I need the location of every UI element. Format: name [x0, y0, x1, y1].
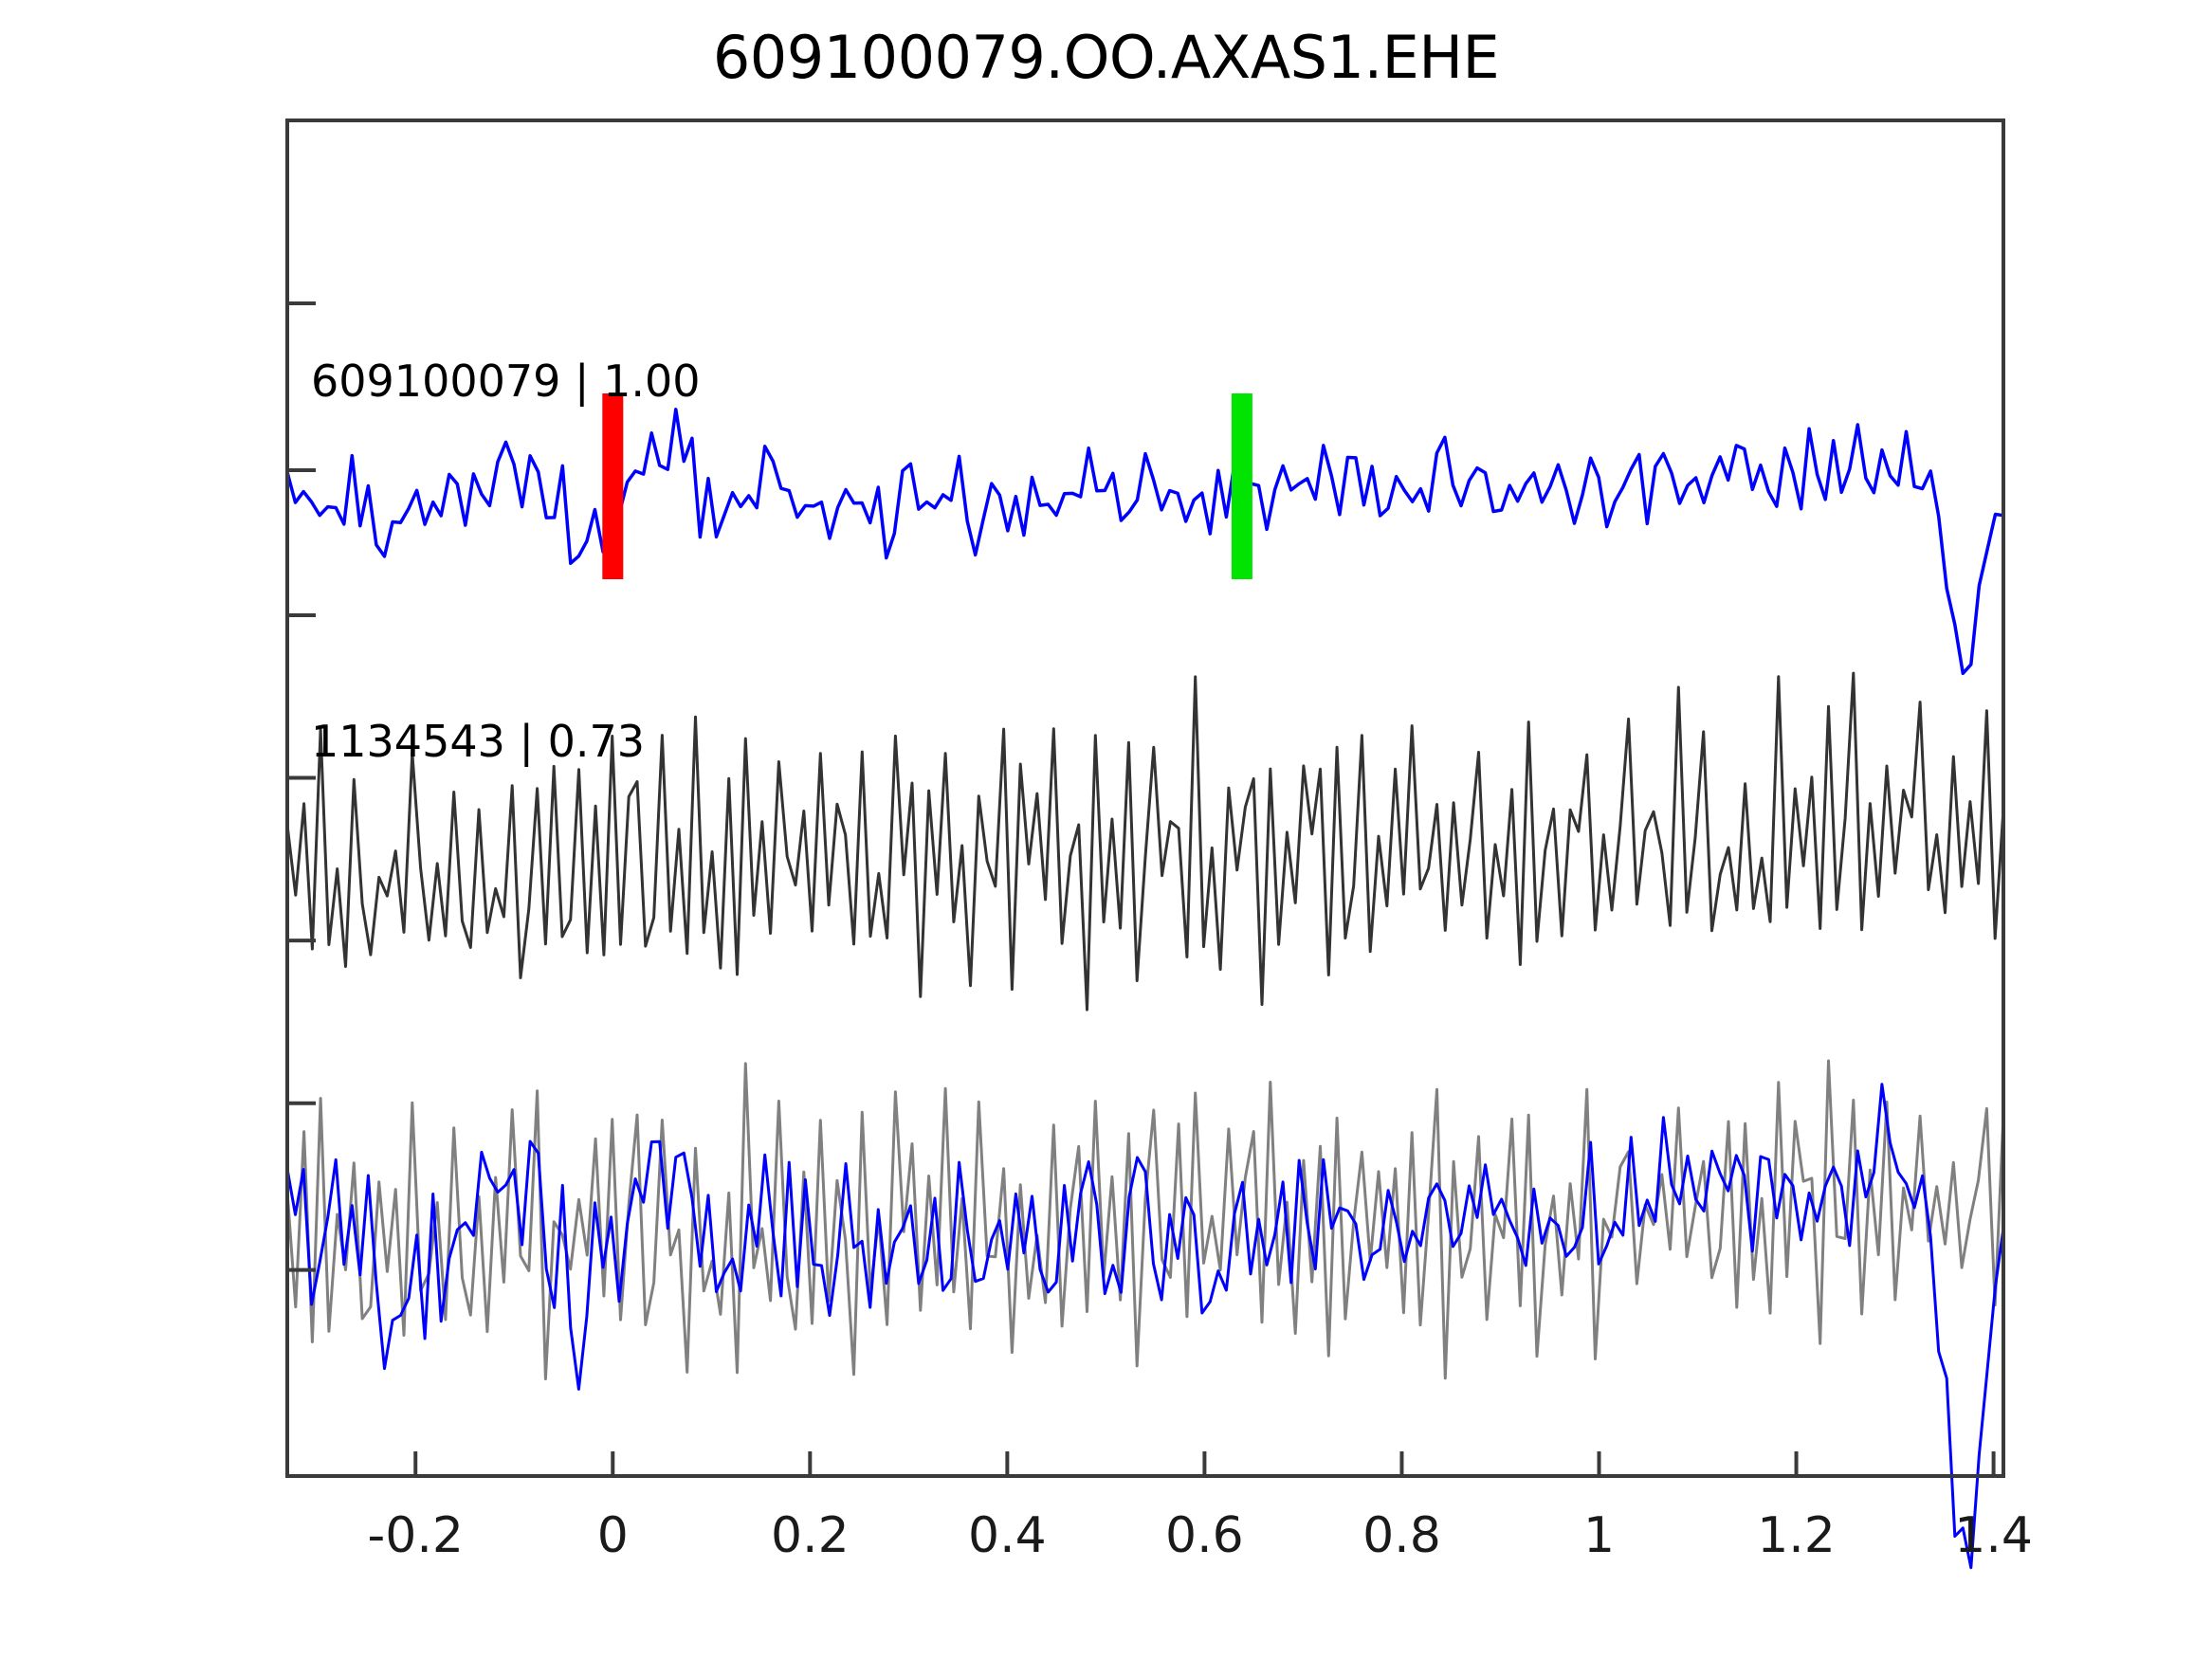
- x-tick-label: 1: [1582, 1507, 1616, 1564]
- trace-1134543: [285, 671, 2005, 1012]
- x-tick-label: 1.2: [1757, 1507, 1836, 1564]
- pick-marker-green: [1231, 393, 1252, 579]
- axes-frame: [285, 118, 2005, 1478]
- axis-ticks: [287, 301, 1996, 1476]
- trace-label-middle: 1134543 | 0.73: [311, 716, 646, 767]
- trace-label-top: 609100079 | 1.00: [311, 356, 701, 407]
- trace-609100079: [285, 408, 2005, 676]
- pick-marker-red: [602, 393, 624, 579]
- pick-markers-group: [602, 393, 1252, 579]
- page-title: 609100079.OO.AXAS1.EHE: [712, 23, 1500, 92]
- x-tick-label: -0.2: [367, 1507, 464, 1564]
- x-tick-label: 0.8: [1362, 1507, 1441, 1564]
- x-tick-label: 0: [596, 1507, 629, 1564]
- x-tick-label: 1.4: [1954, 1507, 2033, 1564]
- traces-group: [285, 408, 2005, 1570]
- x-tick-label: 0.2: [770, 1507, 850, 1564]
- trace-1134543-overlay: [285, 1059, 2005, 1380]
- trace-609100079-overlay: [285, 1083, 2005, 1570]
- x-tick-label: 0.6: [1165, 1507, 1244, 1564]
- x-tick-label: 0.4: [968, 1507, 1047, 1564]
